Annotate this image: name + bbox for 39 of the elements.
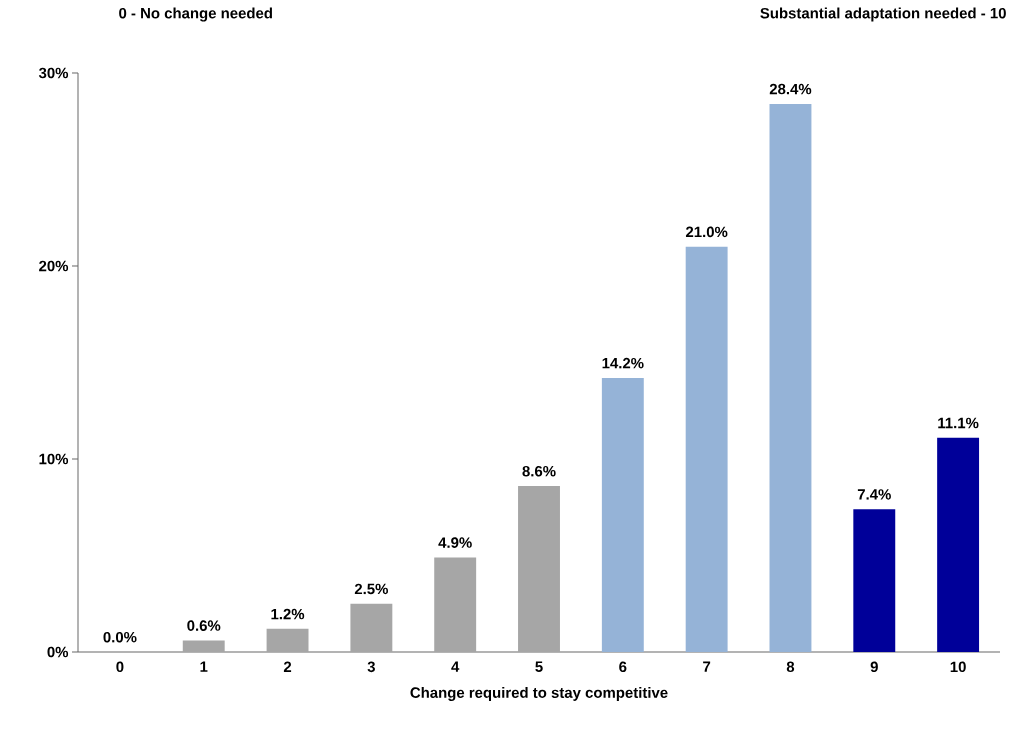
data-label: 28.4% <box>769 83 812 95</box>
data-label: 0.0% <box>103 631 137 643</box>
x-tick-label: 2 <box>283 661 292 672</box>
bar <box>518 486 560 652</box>
x-tick-label: 3 <box>367 661 375 673</box>
bar <box>350 603 393 652</box>
x-tick-label: 10 <box>950 661 966 673</box>
bar <box>266 628 309 652</box>
bar <box>853 509 896 652</box>
bar <box>601 377 644 652</box>
x-tick-label: 4 <box>451 661 460 672</box>
x-tick-label: 6 <box>619 661 627 673</box>
x-tick-label: 1 <box>200 661 208 672</box>
bar <box>685 246 728 652</box>
x-tick-label: 7 <box>703 661 711 672</box>
x-axis-title: Change required to stay competitive <box>410 686 668 701</box>
y-tick-label: 30% <box>38 67 69 79</box>
x-tick-label: 0 <box>116 661 124 673</box>
data-label: 2.5% <box>354 583 388 595</box>
data-label: 11.1% <box>938 417 979 429</box>
data-label: 1.2% <box>271 608 305 620</box>
bar <box>182 640 225 652</box>
data-label: 0.6% <box>187 620 221 631</box>
data-label: 14.2% <box>602 357 644 369</box>
y-tick-label: 10% <box>39 453 69 465</box>
bar <box>769 103 812 652</box>
y-tick-label: 20% <box>39 260 69 272</box>
data-label: 7.4% <box>857 489 891 500</box>
x-tick-label: 8 <box>786 661 795 673</box>
x-tick-label: 5 <box>535 661 543 672</box>
bar <box>434 557 477 652</box>
data-label: 4.9% <box>438 537 472 548</box>
text: Substantial adaptation needed - 10 <box>760 7 1006 22</box>
data-label: 21.0% <box>685 226 728 238</box>
y-tick-label: 0% <box>47 646 69 658</box>
text: 0 - No change needed <box>119 7 272 22</box>
data-label: 8.6% <box>522 465 556 477</box>
bar <box>937 437 980 652</box>
x-tick-label: 9 <box>870 661 878 673</box>
